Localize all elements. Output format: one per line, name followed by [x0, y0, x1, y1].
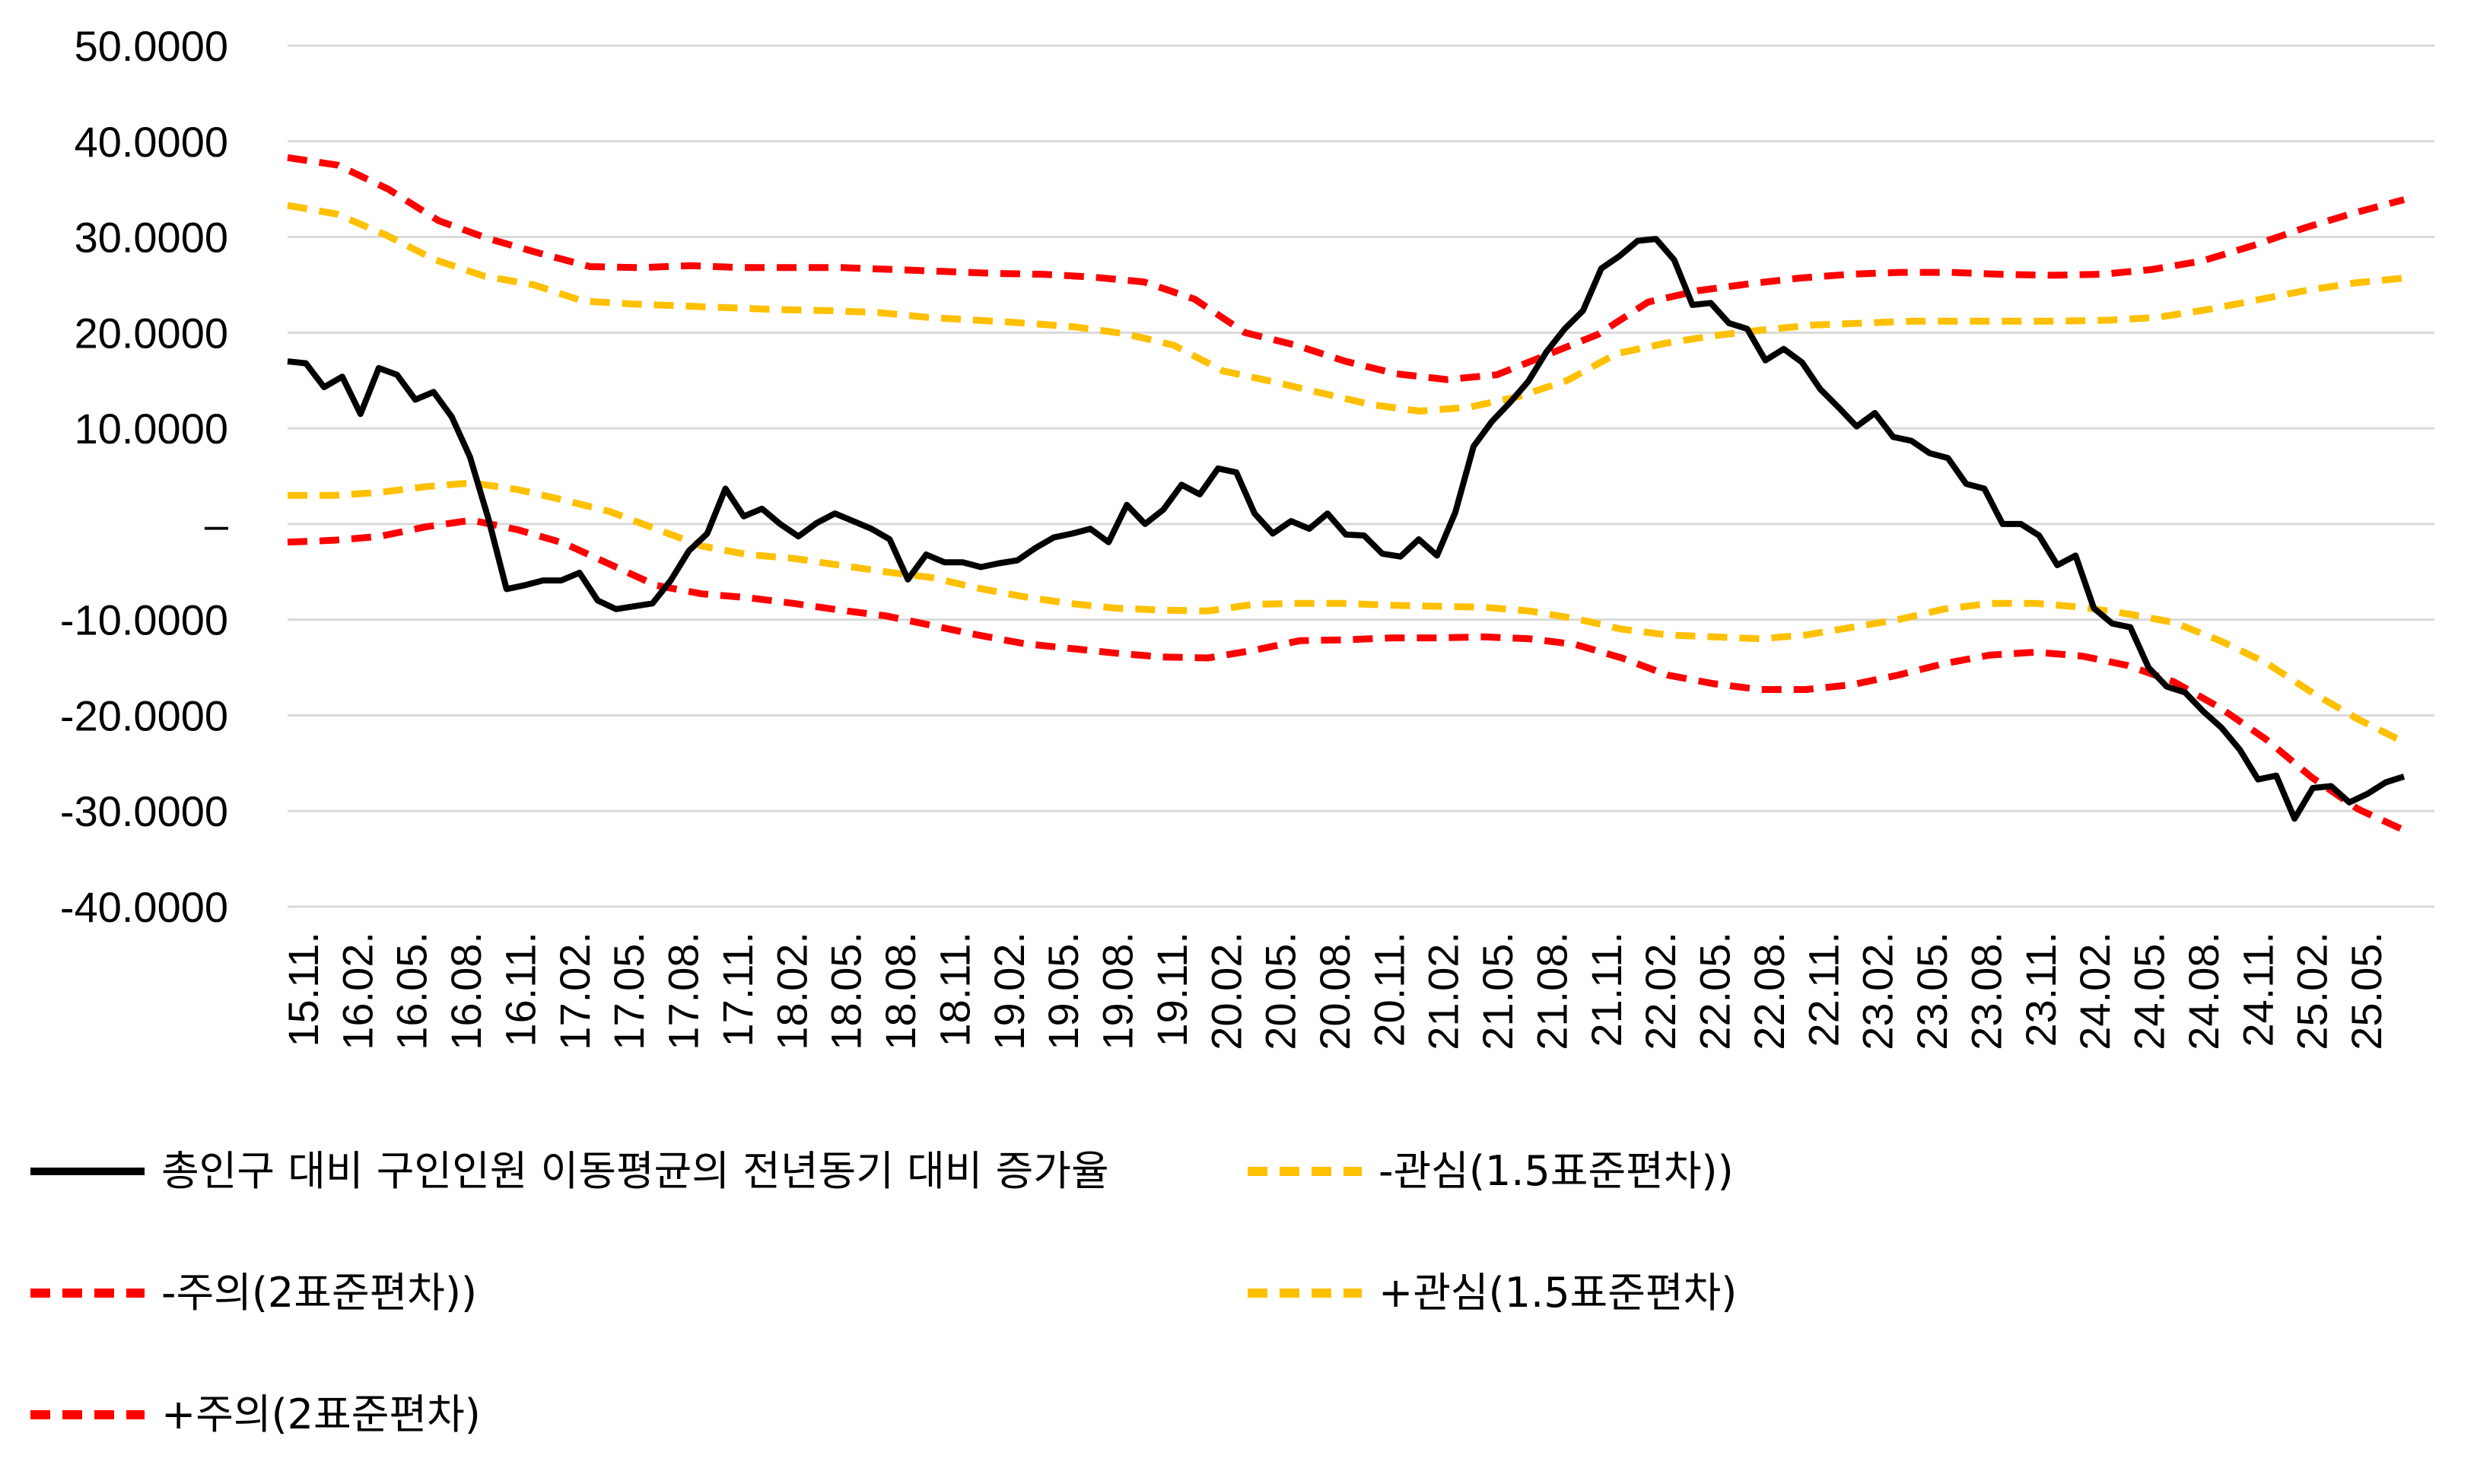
legend-label-minus-caution: -관심(1.5표준편차)): [1379, 1147, 1734, 1195]
series-line-0: [287, 236, 2406, 822]
x-tick-label: 24.02.: [2071, 932, 2119, 1050]
x-tick-label: 22.05.: [1691, 932, 1739, 1050]
x-tick-label: 21.02.: [1420, 932, 1468, 1050]
legend: 총인구 대비 구인인원 이동평균의 전년동기 대비 증가율 -관심(1.5표준편…: [0, 1103, 2474, 1468]
series-line-2: [287, 516, 2406, 834]
y-tick-label: 30.0000: [75, 214, 228, 262]
x-tick-label: 16.08.: [442, 932, 490, 1050]
legend-swatch-plus-warning: [30, 1410, 145, 1419]
x-tick-label: 16.05.: [388, 932, 436, 1050]
x-tick-label: 16.02.: [333, 932, 381, 1050]
x-tick-label: 23.08.: [1962, 932, 2010, 1050]
x-axis-ticks: 15.11. 16.02. 16.05. 16.08. 16.11. 17.02. 17.0…: [279, 932, 2390, 1050]
x-tick-label: 24.05.: [2126, 932, 2173, 1050]
series-line-4: [287, 154, 2406, 383]
x-tick-label: 19.05.: [1039, 932, 1087, 1050]
legend-item-plus-caution: +관심(1.5표준편차): [1248, 1270, 1737, 1316]
x-tick-label: 17.08.: [660, 932, 708, 1050]
y-tick-label: -40.0000: [60, 883, 228, 931]
y-tick-label: -30.0000: [60, 787, 228, 835]
x-tick-label: 21.08.: [1528, 932, 1576, 1050]
legend-label-main: 총인구 대비 구인인원 이동평균의 전년동기 대비 증가율: [161, 1147, 1109, 1195]
x-tick-label: 17.02.: [551, 932, 599, 1050]
y-axis-ticks: 50.0000 40.0000 30.0000 20.0000 10.0000 – -10.…: [60, 22, 229, 931]
x-tick-label: 24.11.: [2234, 932, 2282, 1047]
x-tick-label: 18.02.: [768, 932, 816, 1050]
legend-swatch-minus-warning: [30, 1289, 145, 1298]
x-tick-label: 19.08.: [1094, 932, 1142, 1050]
x-tick-label: 19.02.: [985, 932, 1033, 1050]
legend-swatch-main: [30, 1168, 145, 1175]
x-tick-label: 20.11.: [1365, 932, 1413, 1047]
y-tick-label: 40.0000: [75, 118, 228, 166]
legend-label-plus-warning: +주의(2표준편차): [161, 1390, 481, 1438]
x-tick-label: 16.11.: [496, 932, 544, 1047]
y-tick-label: 20.0000: [75, 309, 228, 357]
y-tick-label: -20.0000: [60, 691, 228, 739]
x-tick-label: 19.11.: [1148, 932, 1196, 1047]
x-tick-label: 20.05.: [1257, 932, 1305, 1050]
x-tick-label: 23.02.: [1854, 932, 1902, 1050]
x-tick-label: 22.11.: [1799, 932, 1847, 1047]
x-tick-label: 23.05.: [1908, 932, 1956, 1050]
x-tick-label: 24.08.: [2180, 932, 2228, 1050]
x-tick-label: 15.11.: [279, 932, 327, 1047]
x-tick-label: 18.08.: [876, 932, 924, 1050]
x-tick-label: 21.11.: [1582, 932, 1630, 1047]
y-tick-label: –: [205, 500, 229, 548]
series-line-3: [287, 202, 2405, 415]
legend-item-main: 총인구 대비 구인인원 이동평균의 전년동기 대비 증가율: [30, 1149, 1109, 1194]
x-tick-label: 21.05.: [1474, 932, 1522, 1050]
x-tick-label: 17.11.: [714, 932, 762, 1047]
x-tick-label: 23.11.: [2017, 932, 2065, 1047]
x-tick-label: 22.08.: [1745, 932, 1793, 1050]
x-tick-label: 20.08.: [1311, 932, 1359, 1050]
legend-swatch-minus-caution: [1248, 1167, 1362, 1176]
legend-item-minus-warning: -주의(2표준편차)): [30, 1270, 477, 1316]
legend-item-plus-warning: +주의(2표준편차): [30, 1392, 481, 1438]
y-tick-label: 10.0000: [75, 405, 228, 453]
x-tick-label: 20.02.: [1202, 932, 1250, 1050]
legend-label-minus-warning: -주의(2표준편차)): [161, 1269, 478, 1317]
legend-label-plus-caution: +관심(1.5표준편차): [1379, 1269, 1738, 1317]
x-tick-label: 25.05.: [2342, 932, 2390, 1050]
series-layer: [287, 154, 2406, 834]
legend-swatch-plus-caution: [1248, 1289, 1362, 1298]
legend-item-minus-caution: -관심(1.5표준편차)): [1248, 1149, 1734, 1194]
x-tick-label: 22.02.: [1636, 932, 1684, 1050]
x-tick-label: 18.05.: [822, 932, 870, 1050]
x-tick-label: 17.05.: [605, 932, 653, 1050]
y-tick-label: 50.0000: [75, 22, 228, 70]
y-tick-label: -10.0000: [60, 596, 228, 644]
x-tick-label: 25.02.: [2288, 932, 2336, 1050]
x-tick-label: 18.11.: [930, 932, 978, 1047]
gridlines: [288, 44, 2434, 908]
series-line-1: [288, 479, 2406, 745]
